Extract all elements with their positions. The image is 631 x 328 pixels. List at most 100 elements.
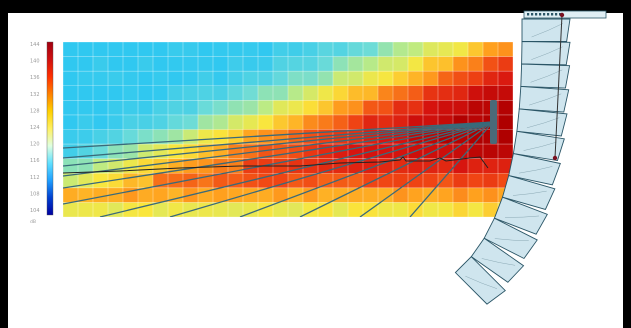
- array-cabinet: [470, 237, 525, 283]
- heatmap-cell: [93, 100, 109, 116]
- heatmap-cell: [183, 42, 199, 58]
- array-cabinet: [508, 152, 561, 186]
- heatmap-cell: [183, 202, 199, 217]
- heatmap-cell: [438, 187, 454, 203]
- heatmap-cell: [228, 42, 244, 58]
- colorbar-tick-label: 112: [30, 175, 40, 181]
- heatmap-cell: [153, 71, 169, 87]
- heatmap-cell: [138, 56, 154, 72]
- heatmap-cell: [318, 100, 334, 116]
- heatmap-cell: [198, 56, 214, 72]
- heatmap-cell: [303, 114, 319, 130]
- coverage-ray: [63, 121, 494, 189]
- heatmap-cell: [378, 71, 394, 87]
- heatmap-cell: [108, 202, 124, 217]
- heatmap-cell: [378, 114, 394, 130]
- heatmap-cell: [273, 71, 289, 87]
- heatmap-cell: [183, 85, 199, 101]
- heatmap-cell: [288, 56, 304, 72]
- heatmap-cell: [213, 202, 229, 217]
- heatmap-cell: [393, 187, 409, 203]
- heatmap-cell: [168, 100, 184, 116]
- heatmap-cell: [468, 129, 484, 145]
- heatmap-cell: [153, 158, 169, 174]
- heatmap-cell: [423, 85, 439, 101]
- heatmap-cell: [213, 114, 229, 130]
- line-array-side-view: [454, 10, 607, 305]
- heatmap-cell: [93, 114, 109, 130]
- heatmap-cell: [138, 202, 154, 217]
- heatmap-cell: [408, 71, 424, 87]
- heatmap-cell: [213, 187, 229, 203]
- heatmap-cell: [393, 173, 409, 189]
- heatmap-cell: [138, 100, 154, 116]
- heatmap-cell: [348, 56, 364, 72]
- heatmap-cell: [258, 56, 274, 72]
- heatmap-cell: [153, 114, 169, 130]
- heatmap-cell: [333, 187, 349, 203]
- heatmap-cell: [123, 85, 139, 101]
- heatmap-cell: [348, 42, 364, 58]
- heatmap-cell: [78, 100, 94, 116]
- heatmap-cell: [483, 144, 499, 160]
- heatmap-cell: [468, 100, 484, 116]
- heatmap-cell: [273, 202, 289, 217]
- heatmap-cell: [318, 42, 334, 58]
- heatmap-cell: [183, 173, 199, 189]
- heatmap-cell: [498, 129, 513, 145]
- heatmap-cell: [78, 42, 94, 58]
- heatmap-cell: [498, 42, 513, 58]
- coverage-ray: [359, 121, 494, 217]
- heatmap-cell: [438, 42, 454, 58]
- heatmap-cell: [138, 173, 154, 189]
- heatmap-cell: [93, 129, 109, 145]
- heatmap-cell: [138, 187, 154, 203]
- heatmap-cell: [498, 56, 513, 72]
- heatmap-cell: [483, 173, 499, 189]
- heatmap-cell: [408, 56, 424, 72]
- heatmap-cell: [468, 85, 484, 101]
- heatmap-cell: [168, 129, 184, 145]
- heatmap-cell: [108, 85, 124, 101]
- heatmap-cell: [123, 129, 139, 145]
- heatmap-cell: [378, 42, 394, 58]
- heatmap-cell: [108, 42, 124, 58]
- heatmap-cell: [333, 100, 349, 116]
- heatmap-cell: [123, 100, 139, 116]
- heatmap-cell: [228, 56, 244, 72]
- rigging-pin-top: [559, 12, 565, 18]
- heatmap-cell: [63, 173, 79, 189]
- heatmap-cell: [303, 85, 319, 101]
- heatmap-cell: [108, 129, 124, 145]
- heatmap-cell: [183, 71, 199, 87]
- coverage-ray: [239, 121, 494, 217]
- heatmap-cell: [273, 85, 289, 101]
- heatmap-cell: [108, 144, 124, 160]
- heatmap-cell: [483, 202, 499, 217]
- frame-hole: [543, 13, 546, 16]
- heatmap-cell: [228, 100, 244, 116]
- heatmap-cell: [63, 85, 79, 101]
- heatmap-cell: [363, 71, 379, 87]
- heatmap-cell: [318, 85, 334, 101]
- heatmap-cell: [243, 42, 259, 58]
- heatmap-cell: [108, 71, 124, 87]
- heatmap-cell: [183, 158, 199, 174]
- heatmap-cell: [63, 158, 79, 174]
- heatmap-cell: [258, 42, 274, 58]
- heatmap-cell: [228, 71, 244, 87]
- heatmap-cell: [498, 114, 513, 130]
- heatmap-cell: [288, 71, 304, 87]
- colorbar-tick-label: 104: [30, 208, 40, 214]
- frame-hole: [547, 13, 550, 16]
- heatmap-cell: [393, 202, 409, 217]
- heatmap-cell: [393, 71, 409, 87]
- heatmap-cell: [333, 42, 349, 58]
- rigging-frame: [523, 10, 607, 19]
- heatmap-cell: [63, 129, 79, 145]
- array-cabinet: [521, 41, 571, 66]
- heatmap-cell: [123, 173, 139, 189]
- array-cabinet: [454, 256, 506, 305]
- heatmap-cell: [498, 158, 513, 174]
- colorbar-tick-label: 132: [30, 92, 40, 98]
